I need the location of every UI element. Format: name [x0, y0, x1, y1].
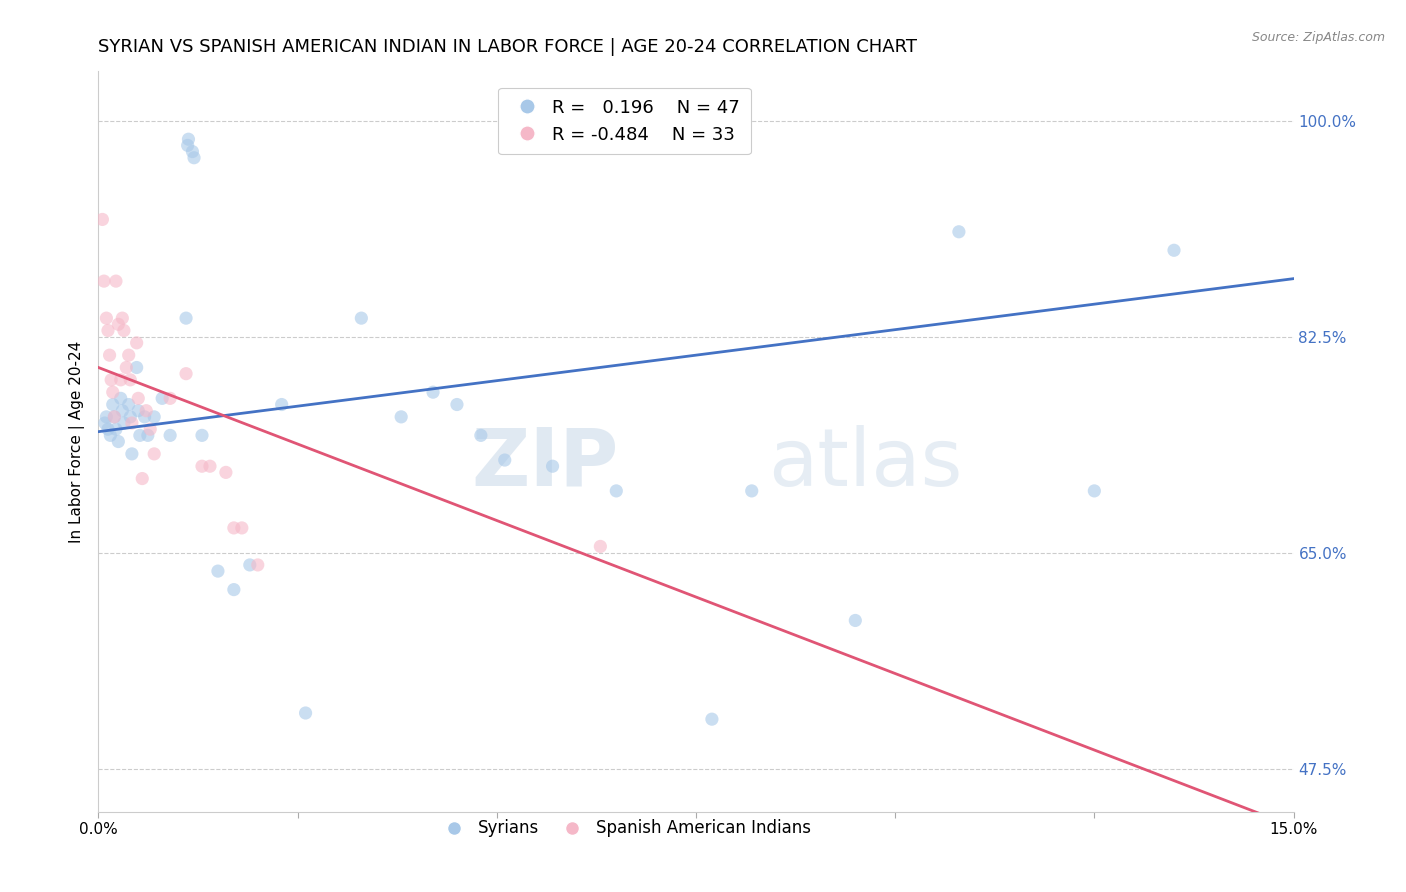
Point [741, 483, 763, 498]
Point [215, 466, 238, 480]
Point [136, 428, 159, 442]
Point [103, 409, 125, 424]
Point [111, 403, 134, 417]
Point [143, 447, 166, 461]
Point [134, 409, 156, 424]
Point [93, 274, 115, 288]
Point [589, 540, 612, 554]
Point [127, 392, 149, 406]
Point [120, 373, 142, 387]
Point [96, 409, 118, 424]
Point [91, 212, 114, 227]
Point [97, 422, 120, 436]
Point [183, 151, 205, 165]
Text: Source: ZipAtlas.com: Source: ZipAtlas.com [1251, 31, 1385, 45]
Point [139, 422, 162, 436]
Point [101, 398, 124, 412]
Point [222, 582, 245, 597]
Legend: Syrians, Spanish American Indians: Syrians, Spanish American Indians [432, 813, 817, 844]
Point [159, 428, 181, 442]
Point [207, 564, 229, 578]
Point [350, 311, 373, 326]
Point [143, 409, 166, 424]
Point [118, 348, 141, 362]
Text: atlas: atlas [768, 425, 962, 503]
Point [135, 403, 157, 417]
Point [270, 398, 292, 412]
Point [176, 138, 198, 153]
Point [181, 145, 204, 159]
Point [422, 385, 444, 400]
Point [100, 373, 122, 387]
Point [115, 360, 138, 375]
Point [700, 712, 723, 726]
Point [107, 434, 129, 449]
Point [294, 706, 316, 720]
Point [125, 335, 148, 350]
Point [177, 132, 200, 146]
Point [389, 409, 412, 424]
Point [96, 311, 118, 326]
Point [121, 416, 143, 430]
Text: ZIP: ZIP [471, 425, 619, 503]
Point [110, 392, 132, 406]
Point [150, 392, 173, 406]
Point [128, 428, 150, 442]
Point [98, 348, 121, 362]
Point [107, 318, 129, 332]
Point [605, 483, 627, 498]
Point [198, 459, 221, 474]
Point [948, 225, 970, 239]
Point [101, 385, 124, 400]
Point [222, 521, 245, 535]
Point [97, 324, 120, 338]
Point [110, 373, 132, 387]
Point [159, 392, 181, 406]
Point [112, 324, 135, 338]
Point [174, 311, 197, 326]
Point [112, 416, 135, 430]
Point [191, 428, 214, 442]
Point [174, 367, 197, 381]
Point [494, 453, 516, 467]
Point [246, 558, 269, 572]
Y-axis label: In Labor Force | Age 20-24: In Labor Force | Age 20-24 [69, 341, 84, 542]
Point [239, 558, 262, 572]
Point [104, 274, 127, 288]
Point [125, 360, 148, 375]
Point [541, 459, 564, 474]
Point [131, 472, 153, 486]
Point [1163, 244, 1185, 258]
Point [111, 311, 134, 326]
Point [844, 614, 866, 628]
Point [120, 409, 142, 424]
Point [127, 403, 149, 417]
Point [1028, 860, 1050, 874]
Point [104, 422, 127, 436]
Point [98, 428, 122, 442]
Point [121, 447, 143, 461]
Point [191, 459, 214, 474]
Point [231, 521, 253, 535]
Point [446, 398, 468, 412]
Point [470, 428, 492, 442]
Point [1083, 483, 1105, 498]
Text: SYRIAN VS SPANISH AMERICAN INDIAN IN LABOR FORCE | AGE 20-24 CORRELATION CHART: SYRIAN VS SPANISH AMERICAN INDIAN IN LAB… [98, 38, 918, 56]
Point [103, 409, 125, 424]
Point [94, 416, 117, 430]
Point [118, 398, 141, 412]
